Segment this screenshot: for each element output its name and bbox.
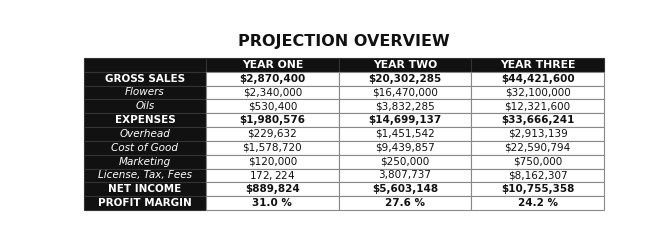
Text: $172,224 $: $172,224 $ [249,169,296,182]
Bar [339,99,471,113]
Bar [206,58,339,72]
Bar [339,58,471,72]
Text: YEAR ONE: YEAR ONE [242,60,303,70]
Text: PROJECTION OVERVIEW: PROJECTION OVERVIEW [238,34,450,49]
Text: $120,000: $120,000 [248,157,297,167]
Bar [84,113,206,127]
Bar [84,99,206,113]
Text: NET INCOME: NET INCOME [108,184,182,194]
Bar [471,141,604,155]
Text: $2,870,400: $2,870,400 [240,74,305,84]
Bar [84,58,206,72]
Text: PROFIT MARGIN: PROFIT MARGIN [98,198,192,208]
Text: $229,632: $229,632 [248,129,297,139]
Bar [206,113,339,127]
Bar [339,127,471,141]
Bar [471,72,604,85]
Bar [471,155,604,169]
Bar [206,141,339,155]
Text: 27.6 %: 27.6 % [385,198,425,208]
Bar [206,85,339,99]
Text: $2,913,139: $2,913,139 [508,129,568,139]
Bar [339,155,471,169]
Text: $2,340,000: $2,340,000 [243,87,302,97]
Bar [339,113,471,127]
Text: $10,755,358: $10,755,358 [501,184,574,194]
Text: $9,439,857: $9,439,857 [375,143,435,153]
Text: $530,400: $530,400 [248,101,297,111]
Bar [339,72,471,85]
Text: $1,980,576: $1,980,576 [240,115,305,125]
Text: $8,162,307: $8,162,307 [508,170,568,180]
Bar [471,196,604,210]
Bar [84,169,206,182]
Bar [84,85,206,99]
Text: License, Tax, Fees: License, Tax, Fees [98,170,192,180]
Text: 24.2 %: 24.2 % [517,198,558,208]
Bar [471,99,604,113]
Bar [471,169,604,182]
Bar [206,169,339,182]
Text: $32,100,000: $32,100,000 [505,87,570,97]
Text: 31.0 %: 31.0 % [252,198,293,208]
Bar [206,72,339,85]
Text: $1,451,542: $1,451,542 [375,129,435,139]
Bar [471,85,604,99]
Bar [471,127,604,141]
Text: $5,603,148: $5,603,148 [372,184,438,194]
Text: $750,000: $750,000 [513,157,562,167]
Text: Cost of Good: Cost of Good [111,143,178,153]
Text: Overhead: Overhead [119,129,170,139]
Text: 3,807,737: 3,807,737 [378,170,431,180]
Text: $889,824: $889,824 [245,184,300,194]
Text: Flowers: Flowers [125,87,165,97]
Bar [84,141,206,155]
Bar [339,141,471,155]
Bar [84,127,206,141]
Bar [471,113,604,127]
Text: $250,000: $250,000 [380,157,429,167]
Text: $44,421,600: $44,421,600 [501,74,574,84]
Text: $20,302,285: $20,302,285 [368,74,442,84]
Bar [206,155,339,169]
Bar [206,127,339,141]
Bar [471,182,604,196]
Text: $33,666,241: $33,666,241 [501,115,574,125]
Text: $16,470,000: $16,470,000 [372,87,438,97]
Text: $14,699,137: $14,699,137 [368,115,442,125]
Bar [206,99,339,113]
Bar [206,182,339,196]
Bar [84,155,206,169]
Text: GROSS SALES: GROSS SALES [105,74,185,84]
Text: YEAR TWO: YEAR TWO [373,60,437,70]
Bar [84,182,206,196]
Text: YEAR THREE: YEAR THREE [500,60,575,70]
Text: Marketing: Marketing [119,157,171,167]
Bar [339,85,471,99]
Bar [339,196,471,210]
Text: $22,590,794: $22,590,794 [505,143,571,153]
Bar [84,72,206,85]
Bar [206,196,339,210]
Text: $3,832,285: $3,832,285 [375,101,435,111]
Bar [339,169,471,182]
Text: EXPENSES: EXPENSES [115,115,175,125]
Text: $1,578,720: $1,578,720 [243,143,302,153]
Bar [84,196,206,210]
Bar [339,182,471,196]
Text: Oils: Oils [136,101,154,111]
Bar [471,58,604,72]
Text: $12,321,600: $12,321,600 [505,101,570,111]
